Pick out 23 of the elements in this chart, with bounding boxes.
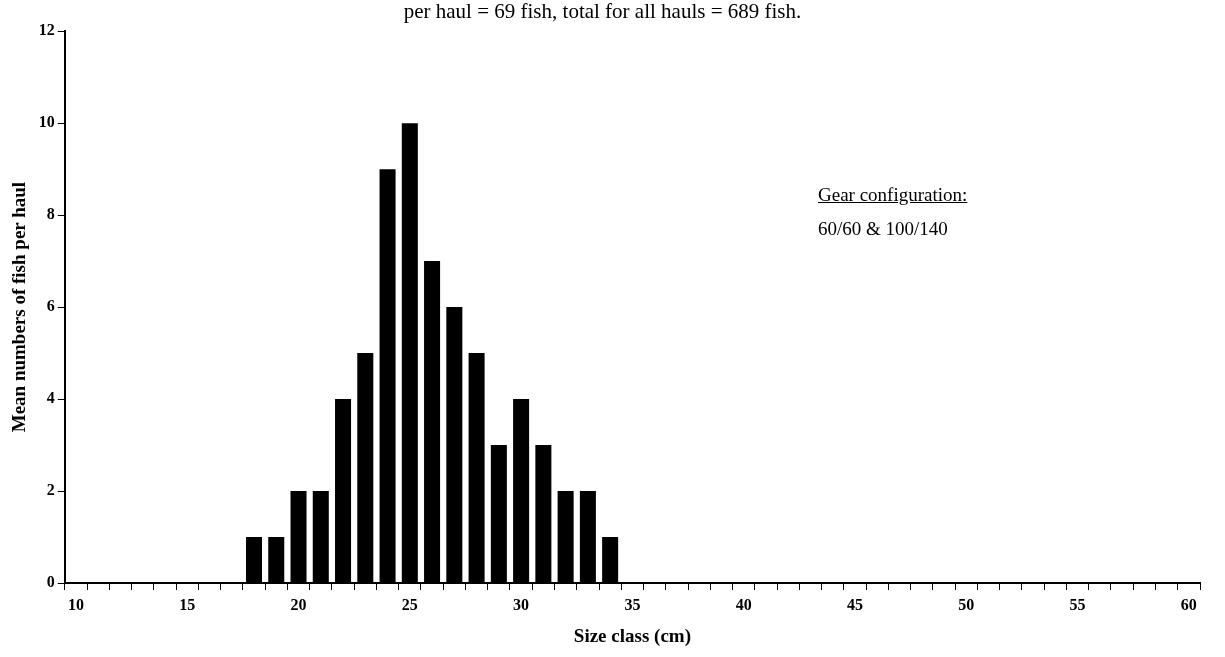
x-tick-label: 10: [67, 595, 84, 613]
x-tick-label: 35: [624, 595, 641, 613]
x-tick-label: 40: [735, 595, 752, 613]
x-tick-label: 55: [1069, 595, 1086, 613]
y-tick-label: 10: [38, 113, 55, 131]
y-tick-label: 12: [38, 21, 55, 39]
x-tick-label: 15: [179, 595, 196, 613]
y-tick-label: 8: [46, 205, 55, 223]
annotation: 60/60 & 100/140: [818, 217, 949, 241]
annotation: Gear configuration:: [818, 183, 968, 207]
y-tick-label: 0: [46, 573, 55, 591]
x-tick-label: 60: [1180, 595, 1197, 613]
x-tick-label: 50: [958, 595, 975, 613]
y-axis-title: Mean numbers of fish per haul: [8, 181, 30, 433]
y-tick-label: 6: [46, 297, 55, 315]
x-axis-title: Size class (cm): [573, 624, 691, 647]
chart-title: per haul = 69 fish, total for all hauls = 689 fish.: [403, 0, 802, 24]
x-tick-label: 45: [846, 595, 863, 613]
y-tick-label: 2: [46, 481, 55, 499]
x-tick-label: 25: [401, 595, 418, 613]
x-tick-label: 20: [290, 595, 307, 613]
x-tick-label: 30: [513, 595, 530, 613]
y-tick-label: 4: [46, 389, 55, 407]
